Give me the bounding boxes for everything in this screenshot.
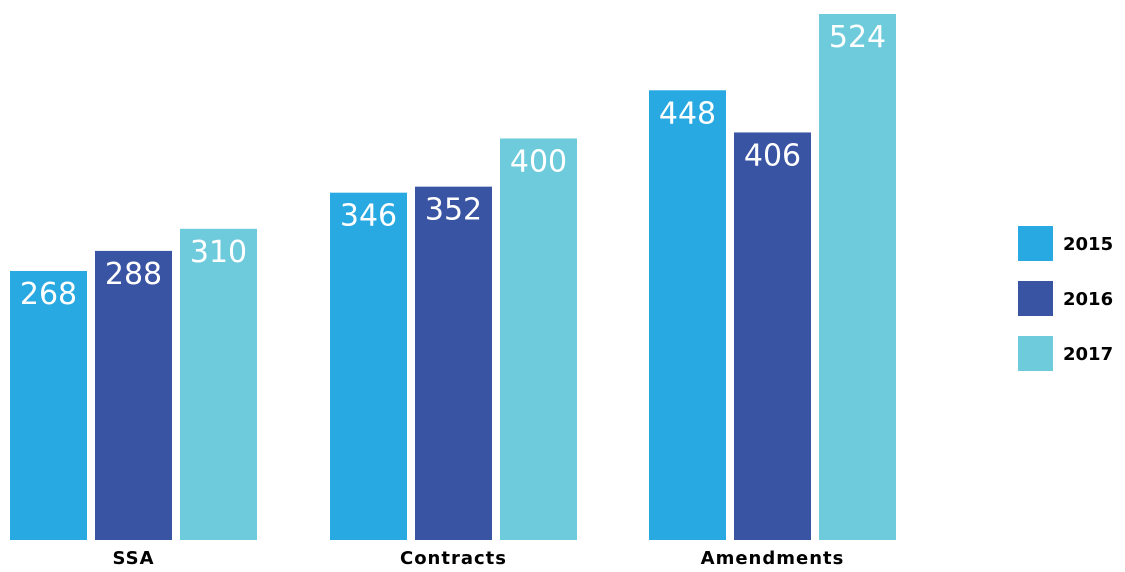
bars-layer xyxy=(10,14,896,541)
bar-value-ssa-2015: 268 xyxy=(20,277,77,312)
bar-contracts-2017 xyxy=(500,138,577,541)
bar-contracts-2015 xyxy=(330,192,407,540)
bar-value-contracts-2016: 352 xyxy=(425,193,482,228)
bar-value-contracts-2017: 400 xyxy=(510,144,567,179)
bar-value-ssa-2017: 310 xyxy=(190,235,247,270)
legend-swatch-2016 xyxy=(1018,281,1053,316)
legend-label-2015: 2015 xyxy=(1063,234,1113,255)
legend-label-2017: 2017 xyxy=(1063,344,1113,365)
bar-value-amendments-2016: 406 xyxy=(744,138,801,173)
category-label-amendments: Amendments xyxy=(701,548,845,569)
bar-value-contracts-2015: 346 xyxy=(340,199,397,234)
bar-value-ssa-2016: 288 xyxy=(105,257,162,292)
category-label-ssa: SSA xyxy=(112,548,154,569)
bar-ssa-2015 xyxy=(10,270,87,540)
bar-contracts-2016 xyxy=(415,186,492,540)
bar-amendments-2017 xyxy=(819,14,896,540)
bar-amendments-2015 xyxy=(649,90,726,541)
category-label-contracts: Contracts xyxy=(400,548,507,569)
bar-value-amendments-2015: 448 xyxy=(659,96,716,131)
bar-ssa-2016 xyxy=(95,250,172,540)
legend-label-2016: 2016 xyxy=(1063,289,1113,310)
legend: 2015 2016 2017 xyxy=(1018,226,1113,371)
bar-value-amendments-2017: 524 xyxy=(829,20,886,55)
legend-swatch-2017 xyxy=(1018,336,1053,371)
value-labels-layer: 268 288 310 346 352 400 448 406 524 xyxy=(20,20,886,312)
bar-ssa-2017 xyxy=(180,228,257,541)
legend-swatch-2015 xyxy=(1018,226,1053,261)
bar-amendments-2016 xyxy=(734,132,811,540)
category-labels-layer: SSA Contracts Amendments xyxy=(112,548,845,569)
